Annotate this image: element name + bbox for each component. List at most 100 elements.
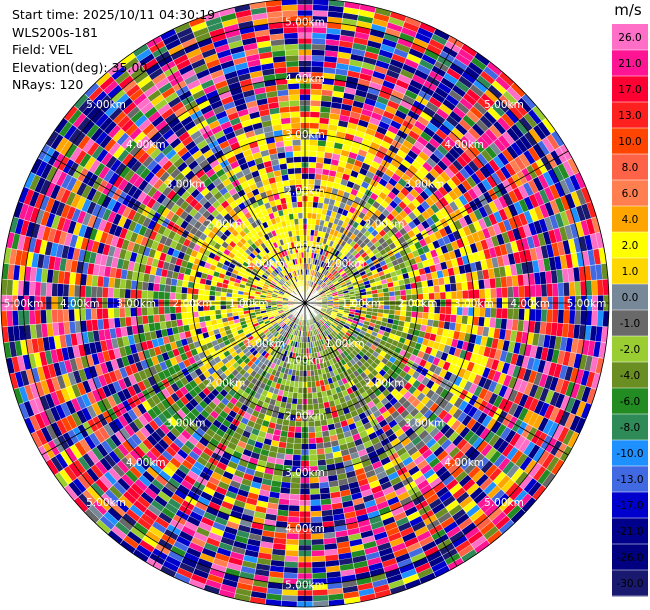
range-gate [333,280,339,286]
range-gate [58,322,65,336]
range-gate [582,250,590,267]
range-gate [395,79,410,90]
range-gate [294,432,302,439]
range-gate [12,280,19,296]
range-gate [400,267,408,275]
range-gate [323,277,329,283]
range-gate [483,111,497,125]
range-gate [433,189,444,200]
range-gate [306,224,312,230]
range-gate [499,243,508,256]
range-gate [320,106,331,113]
range-gate [40,309,47,324]
range-gate [431,271,438,280]
range-gate [325,565,341,573]
range-gate [308,438,316,444]
range-gate [539,189,550,204]
range-gate [399,69,415,80]
range-gate [337,289,343,294]
range-gate [29,310,36,325]
range-gate [590,264,597,281]
range-gate [325,458,335,465]
range-gate [430,249,438,258]
range-gate [340,262,346,268]
range-gate [601,263,609,280]
range-gate [471,231,481,243]
range-gate [324,192,332,199]
range-gate [57,309,64,323]
range-gate [544,201,555,217]
range-gate [535,284,542,297]
range-gate [454,274,462,284]
range-gate [422,286,429,294]
range-gate [557,241,566,256]
range-gate [347,122,358,130]
range-gate [312,398,319,404]
range-gate [416,223,425,233]
range-gate [367,233,375,241]
range-gate [432,278,439,287]
range-gate [356,255,364,262]
range-gate [428,306,435,314]
range-gate [430,213,440,224]
range-gate [297,393,303,399]
range-gate [549,214,559,230]
range-gate [358,248,365,256]
range-gate [346,157,356,165]
range-gate [391,275,399,282]
range-gate [63,284,69,297]
range-gate [176,279,183,287]
range-gate [319,220,325,227]
range-gate [148,322,156,332]
range-gate [422,106,436,118]
range-gate [518,212,528,226]
range-gate [309,488,320,495]
range-gate [337,51,352,60]
range-gate [399,32,415,43]
range-gate [312,27,327,34]
range-gate [460,273,467,283]
range-gate [404,316,411,323]
range-gate [411,125,423,136]
range-gate [317,272,322,278]
range-gate [453,266,460,276]
range-gate [175,286,182,294]
range-gate [85,285,92,298]
range-gate [148,274,156,284]
range-gate [317,287,323,292]
range-gate [394,109,408,120]
range-gate [496,233,505,246]
range-gate [359,270,366,277]
range-gate [427,182,438,194]
range-gate [414,241,422,250]
range-gate [333,85,345,93]
range-gate [353,37,369,46]
range-gate [534,272,541,285]
range-gate [407,202,417,212]
range-gate [352,42,367,51]
range-gate [330,193,337,201]
range-gate [528,272,536,286]
range-gate [324,215,331,222]
range-gate [514,156,526,171]
range-gate [326,571,341,578]
range-gate [477,97,491,111]
range-gate [431,33,448,46]
range-gate [333,200,341,208]
range-gate [461,236,470,247]
range-gate [595,232,604,249]
range-gate [322,256,327,263]
range-gate [548,229,557,244]
range-gate [569,174,581,191]
range-gate [483,317,491,328]
range-gate [472,140,485,153]
range-gate [419,111,433,122]
range-gate [476,153,489,166]
range-gate [453,248,462,259]
range-gate [403,278,411,285]
range-gate [153,283,160,292]
range-gate [472,280,479,290]
range-gate [389,58,405,69]
range-gate [310,269,313,276]
range-gate [504,162,517,177]
